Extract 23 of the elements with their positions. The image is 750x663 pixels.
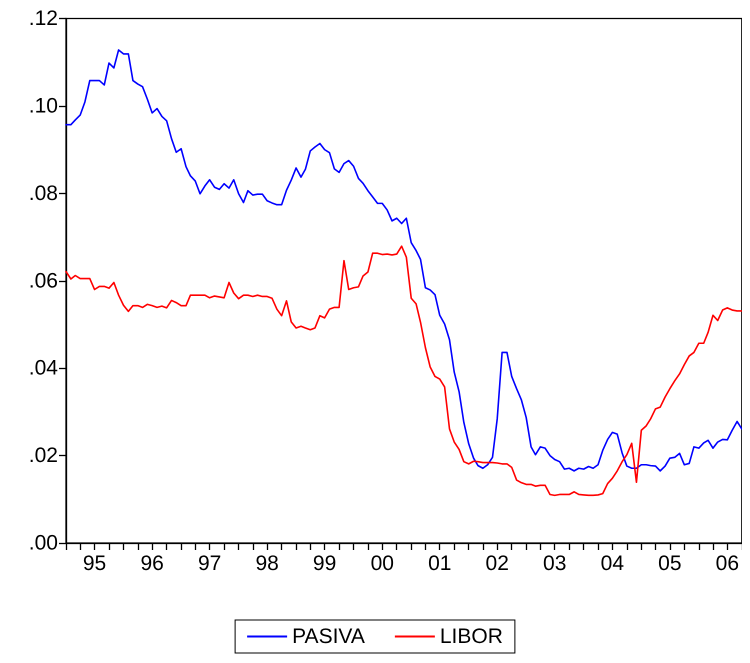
x-tick-label: 06 <box>716 552 739 575</box>
y-tick-label: .02 <box>28 444 58 468</box>
y-tick-label: .04 <box>28 356 58 380</box>
x-tick-label: 98 <box>255 552 279 575</box>
y-tick-label: .10 <box>28 94 58 118</box>
x-tick-label: 97 <box>198 552 222 575</box>
line-series <box>65 49 742 472</box>
y-tick-label: .12 <box>28 7 58 30</box>
x-tick-label: 96 <box>140 552 164 575</box>
x-tick-label: 99 <box>312 552 336 575</box>
y-tick-label: .00 <box>28 532 58 554</box>
y-tick-label: .08 <box>28 182 58 205</box>
x-tick-label: 02 <box>486 552 509 575</box>
line-series <box>65 245 742 496</box>
legend-label: PASIVA <box>292 625 365 648</box>
x-tick-label: 04 <box>600 552 624 575</box>
x-tick-label: 03 <box>543 552 566 575</box>
x-tick-label: 05 <box>658 552 682 575</box>
legend-label: LIBOR <box>440 625 503 648</box>
x-tick-label: 01 <box>428 552 452 575</box>
x-tick-label: 00 <box>370 552 394 575</box>
y-tick-label: .06 <box>28 269 58 292</box>
x-tick-label: 95 <box>82 552 106 575</box>
